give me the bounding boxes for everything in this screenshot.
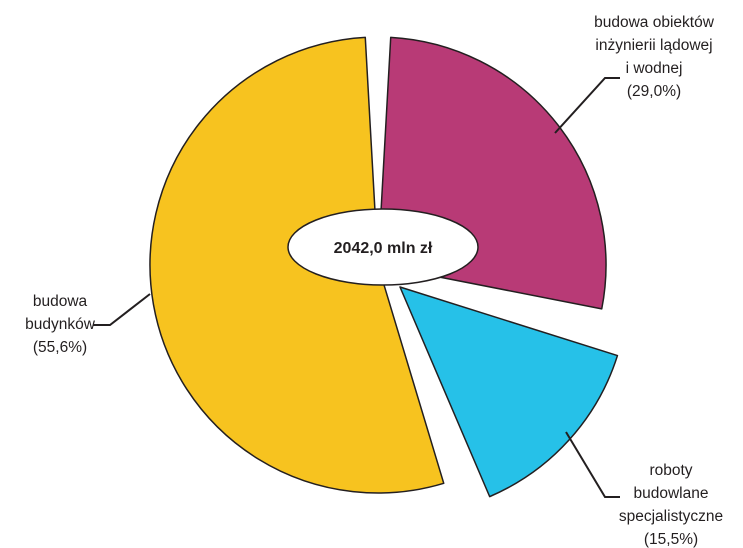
slice-label-line: (29,0%) <box>627 83 681 100</box>
slice-label-line: inżynierii lądowej <box>595 37 712 54</box>
slice-labels: budowa obiektów inżynierii lądowej i wodne… <box>25 14 723 548</box>
slice-label: budowa obiektów inżynierii lądowej i wodne… <box>594 14 715 100</box>
center-ellipse <box>287 208 479 286</box>
center-label-group: 2042,0 mln zł <box>287 208 479 286</box>
leader-line <box>554 77 620 134</box>
slice-label-line: (15,5%) <box>644 531 698 548</box>
slice-specialised-works <box>399 286 619 498</box>
slice-label-line: budowa obiektów <box>594 14 715 31</box>
slice-label-line: roboty <box>649 462 692 479</box>
leader-line <box>565 431 620 498</box>
slice-label-line: (55,6%) <box>33 339 87 356</box>
center-label: 2042,0 mln zł <box>334 240 433 257</box>
leader-lines <box>93 77 620 498</box>
leader-line <box>93 293 151 326</box>
slice-label: budowa budynków (55,6%) <box>25 293 96 356</box>
slice-label: roboty budowlane specjalistyczne (15,5%) <box>619 462 723 548</box>
slice-label-line: budowa <box>33 293 88 310</box>
slice-label-line: budowlane <box>634 485 709 502</box>
slice-label-line: i wodnej <box>626 60 683 77</box>
slice-label-line: specjalistyczne <box>619 508 723 525</box>
slice-label-line: budynków <box>25 316 96 333</box>
slice-buildings <box>149 36 445 494</box>
